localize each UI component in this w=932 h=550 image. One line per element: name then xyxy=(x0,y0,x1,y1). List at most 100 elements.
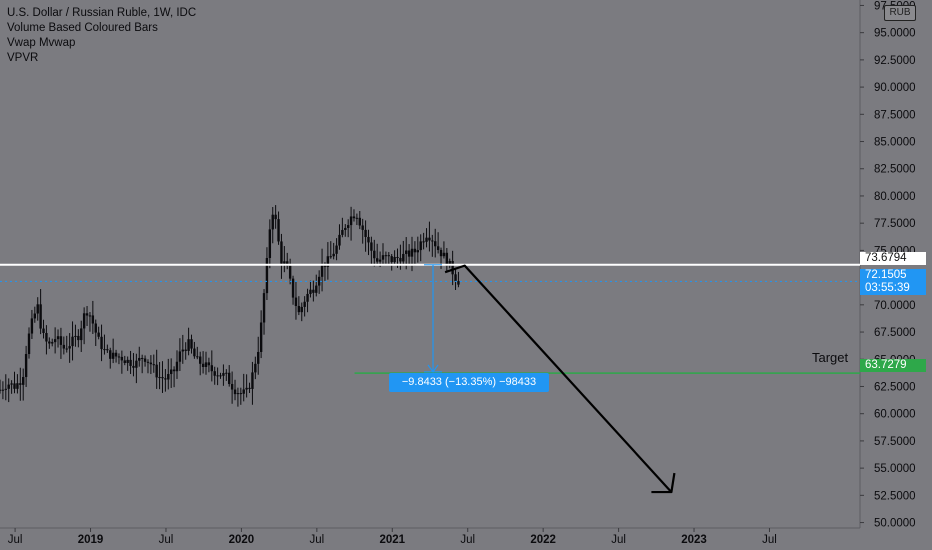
price-bar xyxy=(451,250,454,286)
y-tick-label: 70.0000 xyxy=(874,300,916,312)
price-bar xyxy=(222,364,225,386)
price-bar xyxy=(36,297,39,321)
price-bar xyxy=(10,380,13,394)
price-bar xyxy=(355,213,359,226)
price-bar xyxy=(364,220,367,252)
price-bar xyxy=(419,234,422,262)
price-bar xyxy=(143,355,147,367)
price-bar xyxy=(88,312,92,332)
price-bar xyxy=(71,321,74,361)
indicator-vpvr[interactable]: VPVR xyxy=(7,52,39,64)
price-bar xyxy=(326,242,330,280)
price-bar xyxy=(126,356,129,371)
price-bar xyxy=(181,334,184,364)
price-bar xyxy=(138,346,141,367)
price-bar xyxy=(283,246,286,273)
price-bar xyxy=(262,289,266,335)
y-tick-label: 87.5000 xyxy=(874,109,916,121)
price-bar xyxy=(280,233,283,279)
price-bar xyxy=(410,236,414,272)
price-bar xyxy=(120,350,124,374)
currency-badge[interactable]: RUB xyxy=(884,5,916,21)
price-bar xyxy=(213,366,216,385)
price-bar xyxy=(390,253,393,271)
indicator-volume-bars[interactable]: Volume Based Coloured Bars xyxy=(7,22,158,34)
price-bar xyxy=(175,350,179,379)
price-bar xyxy=(216,367,219,386)
indicator-vwap[interactable]: Vwap Mvwap xyxy=(7,37,76,49)
y-tick-label: 62.5000 xyxy=(874,381,916,393)
price-bar xyxy=(33,306,37,323)
y-tick-label: 57.5000 xyxy=(874,436,916,448)
price-bar xyxy=(236,387,240,407)
y-tick-label: 55.0000 xyxy=(874,463,916,475)
y-tick-label: 67.5000 xyxy=(874,327,916,339)
price-bar xyxy=(109,347,112,369)
price-bar xyxy=(210,350,214,382)
price-bar xyxy=(407,244,411,265)
price-bar xyxy=(329,241,332,259)
price-bar xyxy=(373,239,376,267)
price-bar xyxy=(349,206,353,241)
price-bar xyxy=(48,337,51,349)
symbol-title[interactable]: U.S. Dollar / Russian Ruble, 1W, IDC xyxy=(7,7,197,19)
price-bar xyxy=(161,361,164,393)
price-bar xyxy=(225,369,228,381)
price-bar xyxy=(169,358,173,388)
price-bar xyxy=(146,359,150,374)
price-bar xyxy=(303,296,306,317)
measure-arrowhead xyxy=(427,364,439,373)
price-bar xyxy=(1,381,5,400)
price-bar xyxy=(22,368,25,401)
price-bar xyxy=(230,371,234,404)
countdown-tag: 03:55:39 xyxy=(860,282,926,295)
price-bar xyxy=(56,329,60,348)
price-bar xyxy=(431,234,434,257)
price-bar xyxy=(140,354,144,374)
x-tick-label: 2020 xyxy=(229,534,255,546)
forecast-arrow[interactable] xyxy=(444,264,673,493)
price-bar xyxy=(399,244,402,270)
price-bar xyxy=(65,335,68,353)
price-bar xyxy=(425,228,428,248)
price-bar xyxy=(416,236,420,263)
price-bar xyxy=(42,319,45,339)
price-bar xyxy=(80,320,83,352)
price-bar xyxy=(68,333,71,363)
target-price-tag: 63.7279 xyxy=(860,359,926,372)
price-bar xyxy=(370,236,373,264)
price-bar xyxy=(297,296,301,316)
x-tick-label: 2019 xyxy=(78,534,104,546)
price-bar xyxy=(291,275,295,305)
price-bar xyxy=(82,307,86,345)
price-bar xyxy=(352,209,356,222)
price-bar xyxy=(338,224,341,250)
price-bar xyxy=(454,268,457,290)
y-tick-label: 92.5000 xyxy=(874,55,916,67)
price-bar xyxy=(402,240,405,265)
price-bar xyxy=(187,327,190,356)
price-bar xyxy=(294,281,298,320)
x-tick-label: Jul xyxy=(611,534,626,546)
price-bar xyxy=(315,274,318,297)
price-bar xyxy=(277,211,280,245)
price-bar xyxy=(257,336,260,375)
price-bar xyxy=(100,324,103,362)
price-bar xyxy=(228,365,231,387)
price-bar xyxy=(239,387,243,405)
price-bar xyxy=(178,338,182,372)
price-bar xyxy=(172,366,176,388)
price-bar xyxy=(94,319,97,346)
price-bar xyxy=(132,353,135,377)
price-bar xyxy=(97,326,100,340)
price-bar xyxy=(24,345,28,387)
x-tick-label: 2022 xyxy=(530,534,556,546)
price-bar xyxy=(158,362,161,390)
price-bar xyxy=(13,371,16,394)
price-bar xyxy=(207,357,211,373)
price-bar xyxy=(344,224,347,237)
y-tick-label: 60.0000 xyxy=(874,409,916,421)
price-bar xyxy=(259,310,263,359)
